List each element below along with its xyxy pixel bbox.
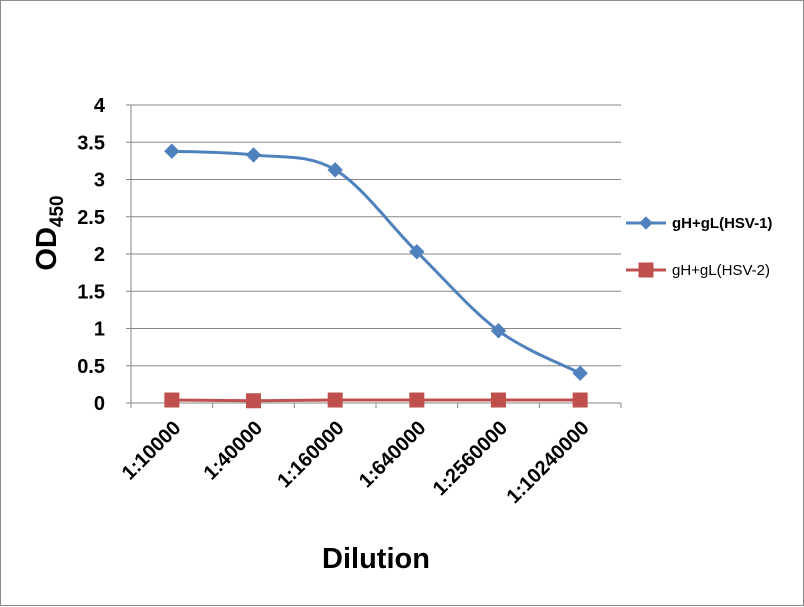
x-tick-label: 1:160000 — [273, 417, 348, 492]
y-tick-label: 4 — [94, 95, 106, 117]
x-axis-title: Dilution — [322, 543, 430, 575]
y-axis-title-subscript: 450 — [47, 195, 68, 227]
data-point-1 — [490, 323, 507, 339]
y-tick-label: 3.5 — [77, 132, 105, 154]
x-tick-labels: 1:10000 1:40000 1:160000 1:6400001:25600001… — [118, 417, 594, 508]
x-tick-label: 1:640000 — [355, 417, 430, 492]
data-point-2 — [409, 392, 425, 408]
y-axis-title-base: OD — [31, 227, 63, 271]
y-tick-label: 1.5 — [77, 281, 105, 303]
x-tick-label: 1:10240000 — [503, 417, 594, 508]
diamond-marker-icon — [639, 216, 653, 230]
series-line-1 — [171, 149, 581, 375]
data-point-2 — [491, 392, 506, 408]
data-point-1 — [245, 147, 262, 163]
y-tick-label: 3 — [94, 170, 105, 192]
y-tick-label: 1 — [94, 319, 105, 341]
legend: gH+gL(HSV-1) gH+gL(HSV-2) — [626, 215, 772, 279]
y-tick-label: 2 — [94, 244, 105, 266]
x-tick-label: 1:10000 — [118, 417, 185, 484]
y-tick-label: 0.5 — [77, 356, 105, 378]
axes — [126, 104, 622, 408]
data-point-2 — [164, 392, 180, 408]
square-marker-icon — [638, 262, 654, 278]
data-point-2 — [572, 392, 588, 408]
data-point-1 — [572, 365, 588, 381]
y-tick-label: 2.5 — [77, 207, 105, 229]
legend-label: gH+gL(HSV-1) — [672, 215, 772, 232]
x-tick-label: 1:40000 — [200, 417, 267, 484]
y-tick-label: 0 — [94, 393, 105, 415]
y-axis-title: OD450 — [31, 195, 68, 270]
data-point-1 — [164, 143, 180, 159]
data-point-1 — [327, 162, 343, 178]
legend-label: gH+gL(HSV-2) — [672, 262, 770, 279]
gridlines — [131, 104, 621, 367]
data-point-1 — [409, 244, 425, 260]
data-point-2 — [327, 392, 343, 408]
series-group — [164, 143, 588, 409]
y-tick-labels: 0 0.5 1 1.5 2 2.5 3 3.5 4 — [77, 95, 106, 415]
data-point-2 — [246, 393, 261, 409]
series-line-2 — [171, 398, 581, 403]
x-tick-label: 1:2560000 — [429, 417, 512, 500]
